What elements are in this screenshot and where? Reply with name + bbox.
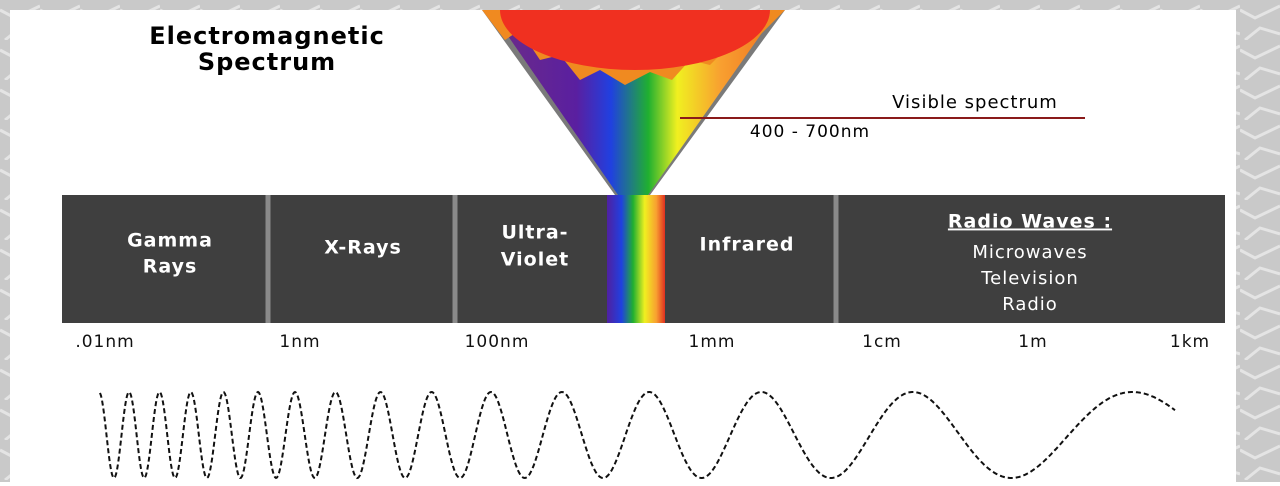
title: Spectrum [198,48,336,76]
scale-label: 1mm [689,332,736,352]
radio-title: Radio Waves : [948,211,1112,233]
scale-label: 1m [1018,332,1047,352]
band-label: Gamma [127,230,213,252]
visible-label: Visible spectrum [892,92,1058,113]
dividers [265,195,839,323]
wave [99,390,1176,480]
band-label: X-Rays [324,237,402,259]
visible-range: 400 - 700nm [750,122,870,142]
title: Electromagnetic [149,22,385,50]
radio-item: Microwaves [972,242,1087,263]
scale-label: .01nm [75,332,134,352]
scale-label: 100nm [465,332,530,352]
band-label: Rays [143,256,198,278]
band-label: Ultra- [501,222,568,244]
sun-cone [482,10,785,195]
scale-label: 1km [1170,332,1210,352]
visible-strip [607,195,665,323]
scale-label: 1nm [279,332,320,352]
scale-label: 1cm [862,332,902,352]
radio-item: Radio [1002,294,1058,315]
band-label: Violet [501,249,569,271]
band-label: Infrared [700,234,795,256]
radio-item: Television [980,268,1079,289]
